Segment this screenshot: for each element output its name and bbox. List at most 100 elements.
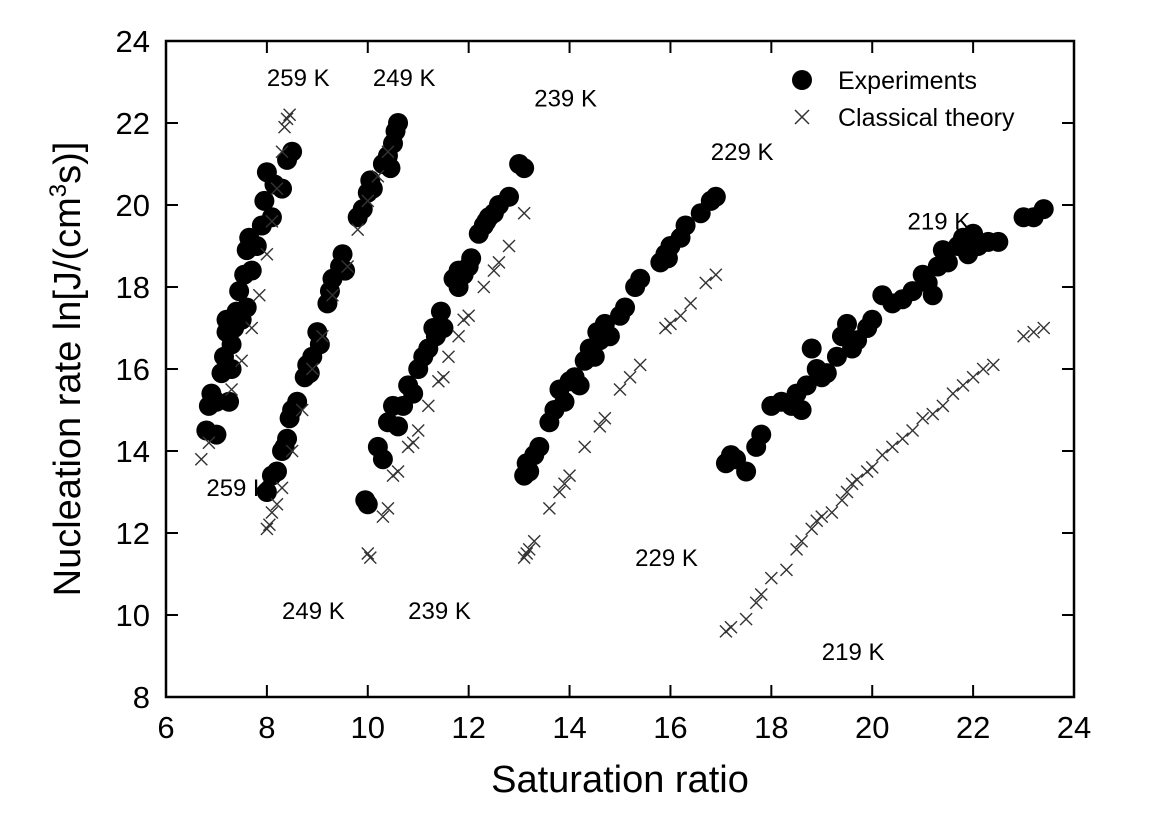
classical-theory-point: [295, 403, 309, 417]
experiment-point: [380, 158, 401, 179]
y-axis-title-superscript: 3: [45, 184, 72, 197]
classical-theory-point: [406, 436, 420, 450]
classical-theory-point: [754, 588, 768, 601]
experiment-point: [254, 190, 275, 211]
x-axis-title: Saturation ratio: [491, 759, 749, 801]
experiment-point: [309, 334, 330, 355]
classical-theory-point: [805, 522, 819, 536]
classical-theory-point: [552, 485, 566, 499]
classical-theory-point: [623, 370, 637, 384]
experiment-point: [221, 359, 242, 379]
classical-theory-point: [936, 399, 950, 413]
temperature-annotation: 239 K: [408, 598, 471, 625]
classical-theory-point: [245, 321, 259, 335]
classical-theory-point: [225, 383, 239, 396]
experiment-point: [569, 375, 590, 396]
classical-theory-point: [381, 145, 395, 159]
experiment-point: [837, 313, 857, 334]
y-axis-title: Nucleation rate ln[J/(cm3s)]: [45, 142, 89, 597]
experiment-point: [657, 248, 678, 269]
temperature-annotation: 219 K: [822, 639, 885, 666]
classical-theory-point: [265, 506, 279, 519]
classical-theory-point: [850, 473, 864, 487]
experiment-point: [274, 436, 295, 457]
classical-theory-point: [1017, 329, 1031, 343]
classical-theory-point: [517, 551, 531, 565]
classical-theory-point: [633, 358, 647, 372]
experiment-point: [352, 199, 373, 220]
experiment-point: [922, 285, 943, 306]
classical-theory-point: [487, 264, 501, 278]
classical-theory-point: [270, 182, 284, 196]
classical-theory-point: [825, 506, 839, 519]
x-tick-label: 22: [956, 710, 990, 745]
classical-theory-point: [865, 460, 879, 474]
classical-theory-point: [315, 329, 329, 343]
temperature-annotation: 249 K: [282, 598, 345, 625]
experiment-point: [615, 297, 636, 318]
temperature-annotation: 229 K: [711, 139, 774, 166]
classical-theory-point: [699, 276, 713, 290]
classical-theory-point: [361, 547, 375, 560]
experiment-point: [630, 268, 651, 289]
data-points: [194, 108, 1054, 638]
legend-label-experiments: Experiments: [838, 67, 977, 95]
legend-label-classical-theory: Classical theory: [838, 104, 1015, 132]
classical-theory-point: [351, 223, 365, 237]
classical-theory-point: [598, 411, 612, 425]
y-tick-labels: 8 10 12 14 16 18 20 22 24: [116, 24, 150, 715]
experiment-point: [461, 248, 482, 269]
classical-theory-point: [663, 317, 677, 331]
legend: Experiments Classical theory: [792, 67, 1015, 132]
classical-theory-point: [492, 255, 506, 269]
classical-theory-point: [1027, 325, 1041, 339]
classical-theory-point: [262, 518, 276, 532]
y-tick-label: 22: [116, 106, 150, 141]
x-tick-label: 16: [653, 710, 687, 745]
experiment-point: [272, 178, 293, 199]
classical-theory-point: [260, 247, 274, 261]
experiment-point: [388, 416, 409, 437]
classical-theory-point: [956, 378, 970, 392]
experiment-point: [554, 391, 575, 412]
classical-theory-point: [361, 194, 375, 208]
experiment-point: [241, 260, 262, 281]
experiment-point: [801, 338, 822, 359]
experiment-point: [862, 309, 883, 330]
y-tick-label: 14: [116, 434, 150, 469]
experiment-point: [362, 178, 383, 199]
classical-theory-point: [421, 399, 435, 413]
classical-theory-point: [966, 370, 980, 384]
x-tick-label: 24: [1057, 710, 1091, 745]
classical-theory-point: [558, 477, 572, 491]
x-tick-label: 20: [855, 710, 889, 745]
experiment-point: [282, 141, 303, 162]
classical-theory-point: [452, 329, 466, 343]
experiment-point: [705, 186, 726, 207]
classical-theory-point: [260, 522, 274, 536]
classical-theory-point: [202, 436, 216, 450]
experiment-point: [372, 449, 393, 470]
classical-theory-point: [265, 214, 279, 228]
classical-theory-point: [875, 448, 889, 462]
classical-theory-point: [724, 620, 738, 634]
x-tick-labels: 6 8 10 12 14 16 18 20 22 24: [157, 710, 1091, 745]
classical-theory-point: [517, 206, 531, 220]
axis-ticks: [165, 40, 1075, 698]
classical-theory-point: [739, 612, 753, 626]
experiment-point: [299, 363, 320, 384]
experiment-point: [584, 346, 605, 367]
classical-theory-point: [275, 481, 289, 495]
classical-theory-point: [749, 596, 763, 610]
y-tick-label: 18: [116, 270, 150, 305]
x-tick-label: 14: [552, 710, 586, 745]
classical-theory-point: [436, 370, 450, 384]
experiment-point: [675, 215, 696, 236]
experiment-point: [514, 158, 535, 179]
experiment-point: [937, 252, 958, 273]
classical-theory-point: [441, 350, 455, 364]
y-tick-label: 20: [116, 188, 150, 223]
classical-theory-point: [376, 510, 390, 524]
temperature-annotation: 229 K: [635, 545, 698, 572]
